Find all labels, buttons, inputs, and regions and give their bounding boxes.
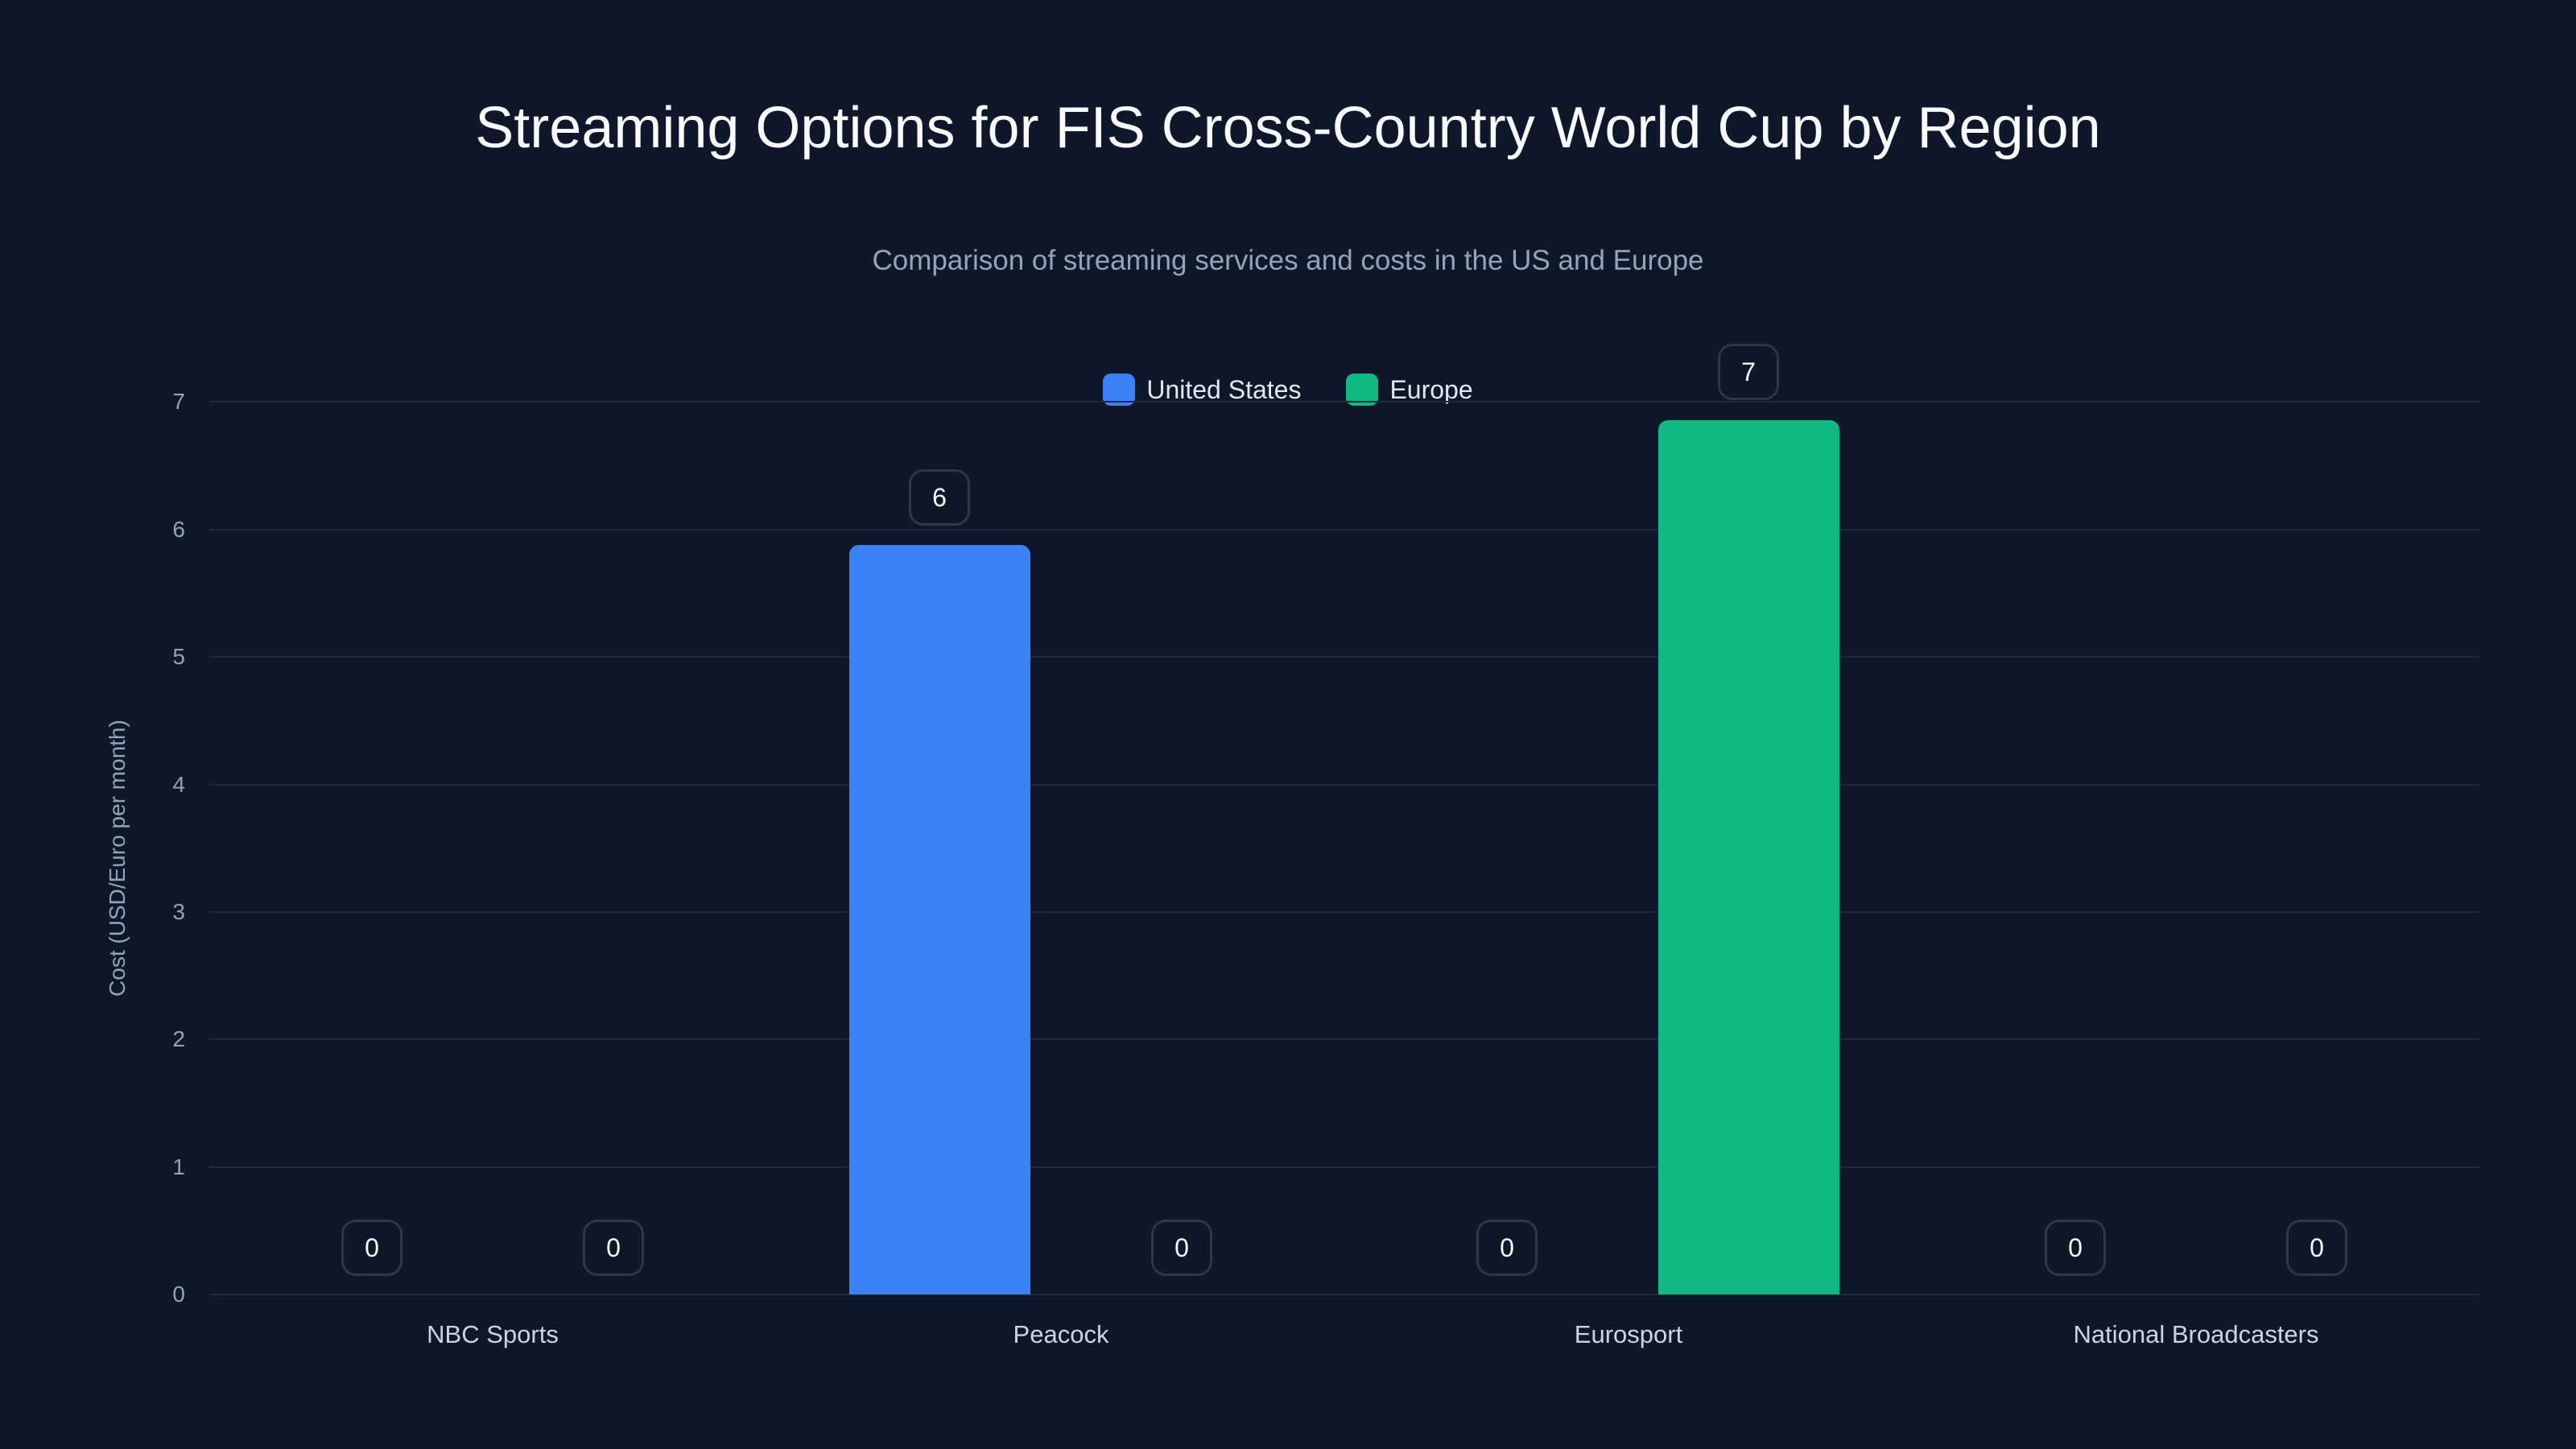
- legend-swatch-europe: [1346, 374, 1379, 406]
- gridline-4: [209, 784, 2479, 786]
- gridline-7: [209, 401, 2479, 402]
- y-tick: 1: [172, 1154, 185, 1179]
- x-label-nbc-sports: NBC Sports: [427, 1320, 559, 1348]
- legend-label: United States: [1146, 374, 1302, 404]
- gridline-1: [209, 1166, 2479, 1168]
- chart-subtitle: Comparison of streaming services and cos…: [872, 245, 1704, 276]
- legend-swatch-us: [1103, 374, 1136, 406]
- y-tick: 6: [172, 517, 185, 542]
- gridline-6: [209, 529, 2479, 530]
- value-label-national-europe: 0: [2286, 1220, 2347, 1276]
- legend: United States Europe: [0, 374, 2576, 406]
- bar-eurosport-europe[interactable]: [1658, 420, 1839, 1294]
- value-label-eurosport-europe: 7: [1718, 344, 1779, 400]
- y-tick: 4: [172, 772, 185, 797]
- legend-label: Europe: [1389, 374, 1473, 404]
- y-tick: 0: [172, 1282, 185, 1307]
- value-label-peacock-us: 6: [909, 469, 970, 526]
- legend-item-europe[interactable]: Europe: [1346, 374, 1473, 406]
- gridline-5: [209, 656, 2479, 658]
- x-label-peacock: Peacock: [1013, 1320, 1109, 1348]
- y-tick: 3: [172, 899, 185, 924]
- bar-peacock-us[interactable]: [849, 545, 1030, 1294]
- y-tick: 7: [172, 389, 185, 414]
- y-tick: 5: [172, 644, 185, 669]
- value-label-national-us: 0: [2045, 1220, 2106, 1276]
- chart-title: Streaming Options for FIS Cross-Country …: [475, 96, 2101, 160]
- gridline-0: [209, 1294, 2479, 1295]
- y-tick: 2: [172, 1026, 185, 1051]
- value-label-nbc-us: 0: [341, 1220, 402, 1276]
- value-label-peacock-europe: 0: [1151, 1220, 1212, 1276]
- gridline-2: [209, 1038, 2479, 1040]
- y-axis-label: Cost (USD/Euro per month): [105, 720, 130, 997]
- legend-item-united-states[interactable]: United States: [1103, 374, 1301, 406]
- x-label-eurosport: Eurosport: [1574, 1320, 1683, 1348]
- gridline-3: [209, 911, 2479, 913]
- value-label-eurosport-us: 0: [1476, 1220, 1538, 1276]
- x-label-national-broadcasters: National Broadcasters: [2073, 1320, 2319, 1348]
- value-label-nbc-europe: 0: [583, 1220, 644, 1276]
